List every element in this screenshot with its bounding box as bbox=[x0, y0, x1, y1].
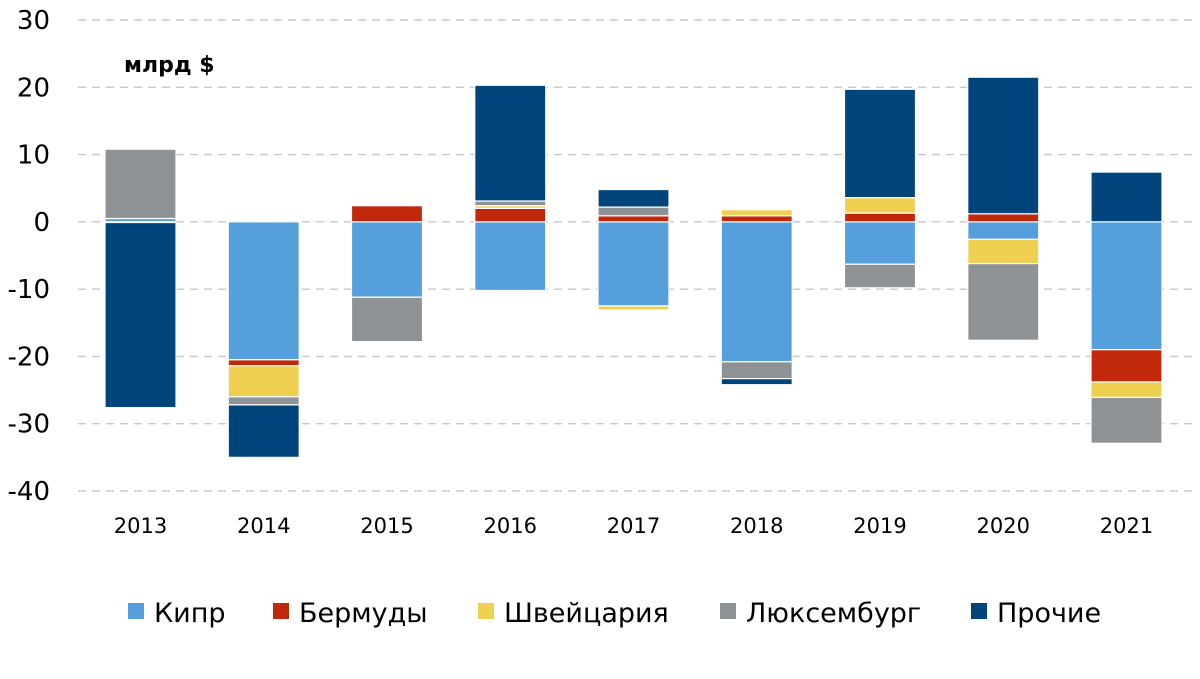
bar-segment bbox=[843, 263, 917, 289]
bar-segment bbox=[1090, 221, 1163, 351]
legend-swatch bbox=[971, 603, 987, 619]
bar-segment bbox=[474, 200, 547, 207]
bar-segment bbox=[597, 188, 670, 208]
bar-segment bbox=[350, 205, 424, 223]
x-tick-label: 2019 bbox=[853, 514, 906, 538]
bar-segment bbox=[597, 221, 670, 307]
bar-segment bbox=[720, 209, 793, 217]
y-tick-label: -10 bbox=[8, 275, 50, 305]
bar-segment bbox=[1090, 381, 1163, 399]
bars bbox=[104, 76, 1163, 458]
legend-label: Бермуды bbox=[299, 598, 428, 629]
x-tick-label: 2013 bbox=[114, 514, 167, 538]
legend-swatch bbox=[273, 603, 289, 619]
legend-label: Люксембург bbox=[746, 598, 921, 629]
y-tick-label: -20 bbox=[8, 342, 50, 372]
bar-segment bbox=[967, 262, 1040, 341]
x-tick-label: 2020 bbox=[977, 514, 1030, 538]
y-tick-label: -30 bbox=[8, 410, 50, 440]
bar-segment bbox=[474, 84, 547, 202]
bar-segment bbox=[1090, 349, 1163, 383]
bar-segment bbox=[227, 404, 300, 458]
x-tick-label: 2016 bbox=[484, 514, 537, 538]
bar-segment bbox=[350, 296, 424, 343]
x-tick-label: 2014 bbox=[237, 514, 290, 538]
legend-label: Кипр bbox=[154, 598, 226, 629]
bar-segment bbox=[967, 238, 1040, 265]
y-axis: 30 20 10 0 -10 -20 -30 -40 bbox=[8, 6, 50, 507]
bar-segment bbox=[720, 361, 793, 380]
bar-segment bbox=[843, 212, 917, 223]
bar-segment bbox=[227, 365, 300, 398]
bar-segment bbox=[967, 221, 1040, 240]
bar-segment bbox=[967, 76, 1040, 215]
y-tick-label: 20 bbox=[17, 73, 50, 103]
bar-segment bbox=[1090, 171, 1163, 223]
legend-label: Прочие bbox=[997, 598, 1101, 629]
x-tick-label: 2017 bbox=[607, 514, 660, 538]
y-tick-label: 30 bbox=[17, 6, 50, 36]
legend-label: Швейцария bbox=[504, 598, 669, 629]
x-tick-label: 2018 bbox=[730, 514, 783, 538]
bar-segment bbox=[104, 221, 177, 409]
bar-segment bbox=[474, 221, 547, 292]
bar-segment bbox=[720, 378, 793, 386]
y-tick-label: 10 bbox=[17, 141, 50, 171]
x-axis: 2013 2014 2015 2016 2017 2018 2019 2020 2021 bbox=[114, 514, 1153, 538]
bar-segment bbox=[843, 88, 917, 199]
bar-segment bbox=[597, 215, 670, 223]
legend-swatch bbox=[720, 603, 736, 619]
bar-segment bbox=[597, 305, 670, 311]
y-tick-label: -40 bbox=[8, 477, 50, 507]
unit-label: млрд $ bbox=[124, 53, 215, 78]
x-tick-label: 2021 bbox=[1100, 514, 1153, 538]
legend-swatch bbox=[478, 603, 494, 619]
bar-segment bbox=[597, 206, 670, 217]
bar-segment bbox=[720, 221, 793, 363]
bar-segment bbox=[1090, 396, 1163, 444]
legend-swatch bbox=[128, 603, 144, 619]
y-tick-label: 0 bbox=[33, 208, 50, 238]
bar-segment bbox=[350, 221, 424, 298]
legend: Кипр Бермуды Швейцария Люксембург Прочие bbox=[128, 598, 1101, 629]
bar-segment bbox=[227, 396, 300, 406]
bar-segment bbox=[227, 359, 300, 367]
bar-segment bbox=[474, 207, 547, 223]
bar-segment bbox=[967, 213, 1040, 223]
bar-segment bbox=[720, 215, 793, 223]
bar-segment bbox=[843, 197, 917, 214]
bar-segment bbox=[104, 148, 177, 220]
bar-segment bbox=[843, 221, 917, 265]
x-tick-label: 2015 bbox=[360, 514, 413, 538]
bar-segment bbox=[227, 221, 300, 361]
